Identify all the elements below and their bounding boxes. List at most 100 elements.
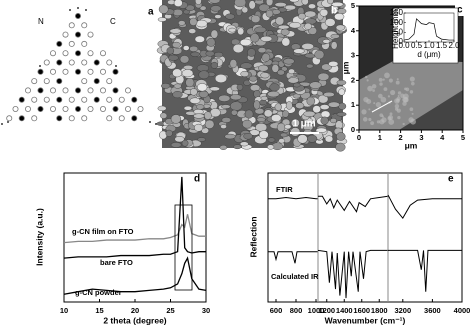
grain — [189, 97, 201, 104]
grain — [330, 8, 339, 14]
grain — [315, 127, 327, 133]
y-tick-label: 100 — [390, 18, 404, 27]
grain — [260, 72, 270, 79]
grain — [314, 49, 325, 60]
afm-grain — [409, 107, 414, 112]
line — [63, 214, 206, 244]
x-tick-label: 1.5 — [436, 41, 448, 50]
atom — [75, 106, 82, 113]
atom — [62, 87, 69, 94]
grain — [298, 12, 306, 20]
bond-dot — [77, 7, 79, 9]
afm-grain — [402, 96, 409, 103]
frame — [267, 172, 463, 303]
atom — [37, 87, 44, 94]
y-tick-label: 4 — [351, 26, 356, 35]
grain — [197, 83, 208, 92]
x-tick-label: 1400 — [336, 306, 353, 315]
x-tick-label: 1.0 — [423, 41, 435, 50]
grain — [331, 1, 344, 7]
y-tick-label: 150 — [390, 8, 404, 17]
atom — [93, 78, 100, 85]
y-tick-label: 2 — [351, 75, 355, 84]
atom — [43, 59, 50, 66]
grain — [239, 38, 252, 47]
afm-grain — [409, 76, 415, 82]
grain — [263, 109, 273, 118]
bond-dot — [1, 123, 3, 125]
grain — [301, 0, 309, 6]
y-tick-label: 0 — [351, 125, 355, 134]
atom — [87, 87, 94, 94]
bond-dot — [69, 9, 71, 11]
grain — [221, 104, 231, 109]
grain — [319, 104, 330, 110]
grain — [293, 48, 305, 54]
grain — [170, 114, 182, 124]
grain — [258, 130, 269, 140]
atom — [6, 115, 13, 122]
atom — [137, 106, 144, 113]
grain — [240, 62, 253, 70]
grain — [182, 45, 190, 51]
atom — [100, 106, 107, 113]
atom — [87, 31, 94, 38]
grain — [274, 2, 287, 8]
grain — [195, 19, 208, 28]
grain — [213, 51, 224, 58]
grain — [283, 58, 295, 65]
x-tick-label: 2.0 — [448, 41, 460, 50]
atom — [56, 115, 63, 122]
atom — [118, 96, 125, 103]
afm-grain — [400, 93, 405, 98]
line — [268, 197, 318, 200]
line — [403, 18, 454, 41]
afm-grain — [378, 77, 383, 82]
grain — [172, 68, 182, 78]
grain — [258, 64, 269, 72]
grain — [278, 138, 286, 144]
atom — [62, 50, 69, 57]
afm-grain — [389, 112, 393, 116]
grain — [307, 134, 318, 143]
grain — [206, 37, 216, 47]
grain — [284, 4, 296, 11]
grain — [250, 33, 260, 43]
grain — [306, 96, 316, 106]
grain — [327, 101, 340, 108]
line — [318, 195, 389, 213]
atom — [81, 22, 88, 29]
grain — [243, 133, 253, 140]
afm-grain — [362, 117, 368, 122]
grain — [178, 20, 186, 26]
grain — [198, 90, 209, 98]
grain — [336, 111, 347, 117]
y-axis-label: Intensity (a.u.) — [34, 208, 44, 266]
x-tick-label: 3200 — [394, 306, 411, 315]
afm-grain — [396, 96, 401, 101]
grain — [210, 29, 219, 39]
grain — [248, 0, 256, 10]
atom — [100, 87, 107, 94]
grain — [233, 144, 242, 150]
atom — [62, 106, 69, 113]
atom — [81, 115, 88, 122]
grain — [169, 28, 182, 34]
grain — [250, 15, 261, 23]
grain — [290, 118, 300, 128]
grain — [254, 0, 265, 5]
atom — [100, 50, 107, 57]
afm-grain — [380, 96, 387, 103]
afm-grain — [404, 87, 407, 91]
grain — [157, 105, 167, 112]
atom — [112, 68, 119, 75]
afm-grain — [375, 102, 382, 108]
afm-grain — [397, 115, 401, 120]
grain — [282, 110, 289, 118]
grain — [194, 123, 204, 132]
bond-dot — [85, 9, 87, 11]
grain — [276, 122, 286, 132]
grain — [224, 133, 236, 140]
grain — [198, 70, 210, 80]
